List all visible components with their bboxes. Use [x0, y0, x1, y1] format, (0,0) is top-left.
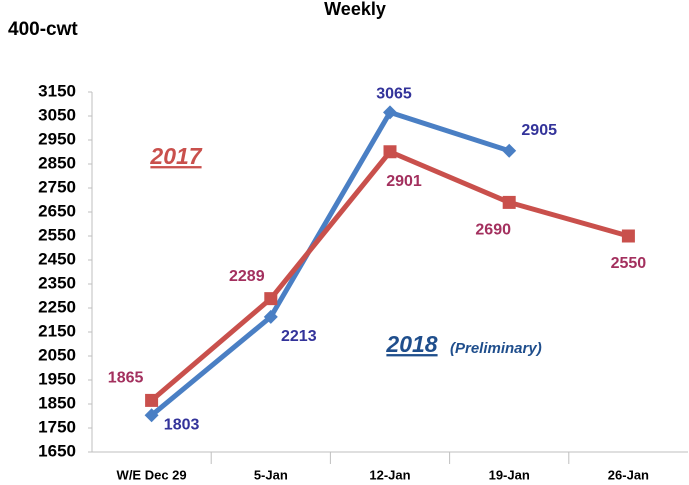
y-tick-label: 2150 — [38, 321, 76, 340]
y-tick-label: 2750 — [38, 177, 76, 196]
legend-note: (Preliminary) — [450, 340, 542, 357]
marker — [145, 393, 159, 407]
x-tick-label: 26-Jan — [608, 467, 649, 482]
y-tick-label: 1850 — [38, 393, 76, 412]
marker — [502, 195, 516, 209]
y-tick-label: 2050 — [38, 345, 76, 364]
y-tick-label: 3150 — [38, 81, 76, 100]
x-tick-label: W/E Dec 29 — [117, 467, 187, 482]
data-label: 2905 — [521, 122, 557, 139]
data-label: 2550 — [611, 255, 647, 272]
legend-label: 2018 — [385, 331, 437, 357]
y-tick-label: 2450 — [38, 249, 76, 268]
legend-label: 2017 — [149, 143, 202, 169]
y-tick-label: 2250 — [38, 297, 76, 316]
data-label: 3065 — [376, 86, 412, 103]
data-label: 2289 — [229, 268, 265, 285]
data-label: 1865 — [108, 370, 144, 387]
marker — [264, 292, 278, 306]
x-tick-label: 12-Jan — [369, 467, 410, 482]
data-label: 1803 — [164, 416, 200, 433]
y-tick-label: 3050 — [38, 105, 76, 124]
series: 1865 2289 2901 2690 2550 — [108, 145, 646, 407]
marker — [144, 408, 159, 423]
unit-label: 400-cwt — [8, 19, 78, 40]
marker — [383, 145, 397, 159]
data-label: 2901 — [386, 173, 422, 190]
marker — [502, 143, 517, 158]
data-label: 2690 — [475, 222, 511, 239]
y-tick-label: 2950 — [38, 129, 76, 148]
y-tick-label: 2550 — [38, 225, 76, 244]
x-tick-label: 5-Jan — [254, 467, 288, 482]
marker — [263, 309, 278, 324]
y-tick-label: 1750 — [38, 417, 76, 436]
series-line — [150, 109, 510, 418]
y-tick-label: 2350 — [38, 273, 76, 292]
y-tick-label: 2650 — [38, 201, 76, 220]
marker — [621, 229, 635, 243]
data-label: 2213 — [281, 328, 317, 345]
y-tick-label: 2850 — [38, 153, 76, 172]
x-tick-label: 19-Jan — [489, 467, 530, 482]
y-tick-label: 1950 — [38, 369, 76, 388]
y-tick-label: 1650 — [38, 441, 76, 460]
marker — [383, 105, 397, 120]
series: 1803 2213 3065 2905 — [144, 86, 557, 434]
chart-title: Weekly — [324, 0, 386, 19]
